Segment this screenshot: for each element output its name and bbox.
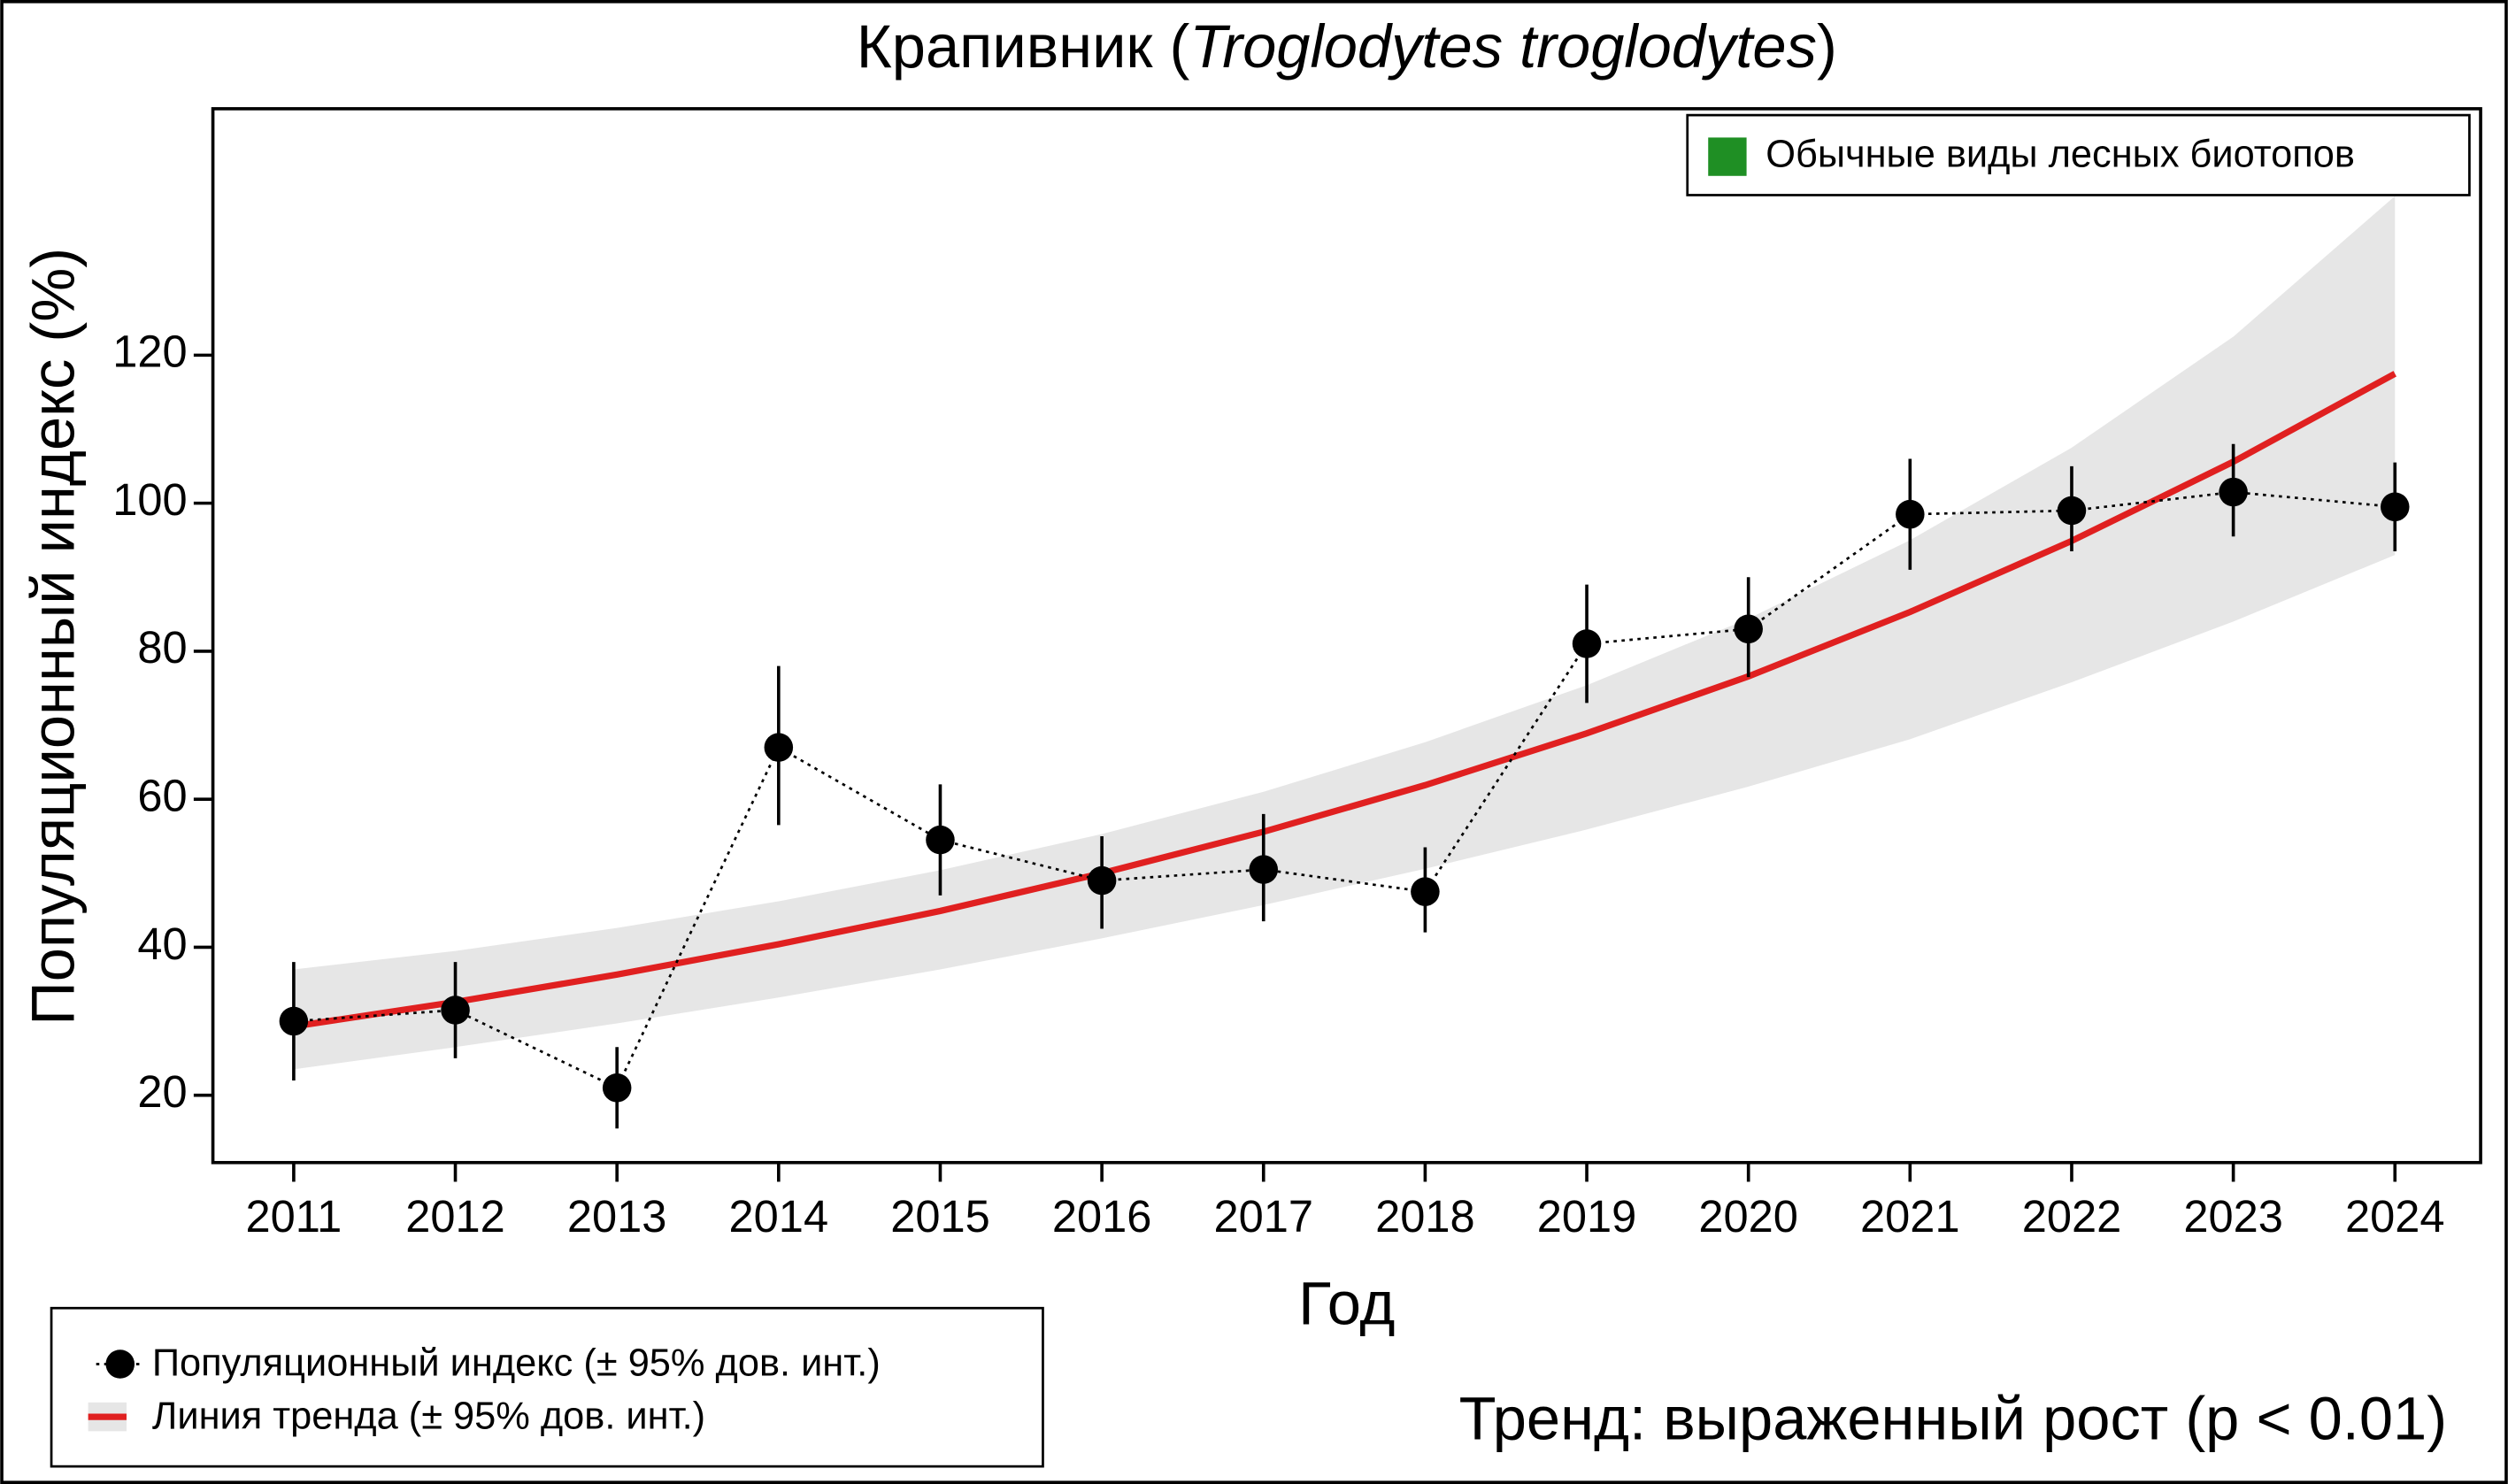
x-tick-label: 2016: [1052, 1191, 1152, 1242]
legend: Популяционный индекс (± 95% дов. инт.) Ли…: [88, 1342, 881, 1437]
y-tick-label: 20: [137, 1066, 187, 1117]
index-point: [441, 996, 470, 1025]
group-legend-box: [1686, 113, 2471, 196]
x-tick-label: 2018: [1375, 1191, 1475, 1242]
y-tick-label: 40: [137, 919, 187, 969]
index-point: [1572, 629, 1602, 658]
legend-marker: [105, 1349, 135, 1379]
group-legend-label: Обычные виды лесных биотопов: [1766, 134, 2355, 176]
y-tick-label: 100: [112, 474, 187, 525]
legend-label: Популяционный индекс (± 95% дов. инт.): [152, 1342, 881, 1385]
plot-area: 20 40 60 80 100 120 2011 2012 2013 2014 2015 2016 20…: [112, 196, 2445, 1242]
trend-line: [293, 371, 2396, 1030]
x-tick-label: 2015: [890, 1191, 990, 1242]
index-point: [2219, 477, 2248, 507]
y-tick-label: 80: [137, 622, 187, 673]
trend-text: Тренд: выраженный рост (p < 0.01): [1459, 1384, 2447, 1452]
index-point: [1734, 614, 1763, 644]
x-axis-label: Год: [1298, 1269, 1395, 1337]
y-axis-label: Популяционный индекс (%): [19, 248, 87, 1026]
index-point: [926, 825, 955, 855]
index-point: [2057, 496, 2087, 526]
title-part: ): [1817, 12, 1837, 81]
index-point: [1896, 499, 1925, 529]
x-tick-label: 2022: [2022, 1191, 2122, 1242]
legend-box: [50, 1306, 1044, 1468]
chart-title: Крапивник (Troglodytes troglodytes): [857, 12, 1837, 81]
y-tick-label: 120: [112, 327, 187, 377]
index-point: [1249, 855, 1279, 884]
x-tick-label: 2023: [2183, 1191, 2283, 1242]
trend-band: [293, 196, 2396, 1070]
index-point: [764, 733, 794, 762]
x-tick-label: 2012: [405, 1191, 505, 1242]
plot-border: [211, 107, 2482, 1165]
group-legend-swatch: [1708, 137, 1747, 176]
index-point: [1087, 865, 1117, 896]
x-tick-label: 2017: [1213, 1191, 1313, 1242]
x-tick-label: 2014: [729, 1191, 829, 1242]
title-latin: Troglodytes troglodytes: [1189, 12, 1817, 81]
x-tick-label: 2024: [2345, 1191, 2445, 1242]
x-tick-label: 2021: [1860, 1191, 1960, 1242]
index-point: [279, 1006, 309, 1036]
index-point: [602, 1073, 632, 1103]
x-tick-label: 2020: [1698, 1191, 1798, 1242]
title-part: Крапивник (: [857, 12, 1190, 81]
x-tick-label: 2013: [567, 1191, 667, 1242]
y-tick-label: 60: [137, 771, 187, 821]
index-point: [1411, 877, 1440, 906]
x-tick-label: 2019: [1537, 1191, 1637, 1242]
index-point: [2380, 492, 2410, 522]
legend-label: Линия тренда (± 95% дов. инт.): [152, 1395, 705, 1437]
x-tick-label: 2011: [246, 1191, 342, 1242]
